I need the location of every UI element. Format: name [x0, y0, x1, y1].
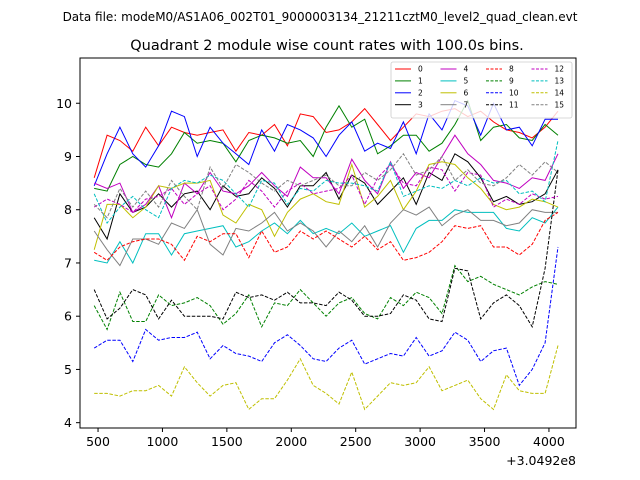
- series-line-11: [93, 169, 559, 329]
- legend-label-15: 15: [555, 100, 565, 109]
- series-line-3: [93, 153, 559, 241]
- legend-label-10: 10: [509, 89, 519, 98]
- x-tick-label: 3000: [404, 434, 436, 449]
- y-tick-label: 4: [64, 415, 72, 430]
- legend-label-7: 7: [464, 100, 469, 109]
- x-tick-label: 500: [86, 434, 110, 449]
- x-tick-label: 2000: [275, 434, 307, 449]
- series-line-5: [94, 206, 559, 265]
- legend-label-9: 9: [509, 77, 514, 86]
- x-tick-label: 4000: [533, 434, 565, 449]
- legend-label-5: 5: [464, 77, 469, 86]
- axes: 500 1000 1500 2000 2500 3000 3500 400045678910+…: [56, 57, 577, 468]
- x-tick-label: 1500: [211, 434, 243, 449]
- figure-suptitle: Data file: modeM0/AS1A06_002T01_90000031…: [63, 10, 578, 24]
- series-line-7: [93, 206, 558, 267]
- x-offset-label: +3.0492e8: [506, 453, 576, 468]
- series-line-9: [93, 264, 559, 331]
- series-line-4: [94, 134, 559, 220]
- legend-label-14: 14: [555, 89, 565, 98]
- legend-label-6: 6: [464, 89, 469, 98]
- series-line-12: [93, 163, 559, 214]
- legend-box: [390, 61, 573, 119]
- series-line-1: [94, 99, 559, 192]
- x-tick-label: 3500: [469, 434, 501, 449]
- y-tick-label: 9: [64, 149, 72, 164]
- plot-area: [93, 99, 559, 411]
- series-line-14: [94, 345, 559, 411]
- y-tick-label: 10: [56, 96, 72, 111]
- legend-label-1: 1: [418, 77, 423, 86]
- x-tick-label: 1000: [147, 434, 179, 449]
- series-line-13: [93, 140, 559, 224]
- chart-title: Quadrant 2 module wise count rates with …: [130, 38, 524, 54]
- series-line-2: [93, 99, 558, 186]
- y-tick-label: 5: [64, 362, 72, 377]
- legend-label-4: 4: [464, 65, 469, 74]
- legend-label-8: 8: [509, 65, 514, 74]
- legend-label-11: 11: [509, 100, 519, 109]
- legend-label-12: 12: [555, 65, 565, 74]
- legend-label-13: 13: [555, 77, 565, 86]
- y-tick-label: 7: [64, 255, 72, 270]
- series-line-8: [93, 211, 559, 262]
- legend-label-0: 0: [418, 65, 423, 74]
- series-line-15: [93, 152, 559, 219]
- legend-label-2: 2: [418, 89, 423, 98]
- x-tick-label: 2500: [340, 434, 372, 449]
- y-tick-label: 8: [64, 202, 72, 217]
- plot-frame: [79, 57, 577, 429]
- legend-label-3: 3: [418, 100, 423, 109]
- y-tick-label: 6: [64, 309, 72, 324]
